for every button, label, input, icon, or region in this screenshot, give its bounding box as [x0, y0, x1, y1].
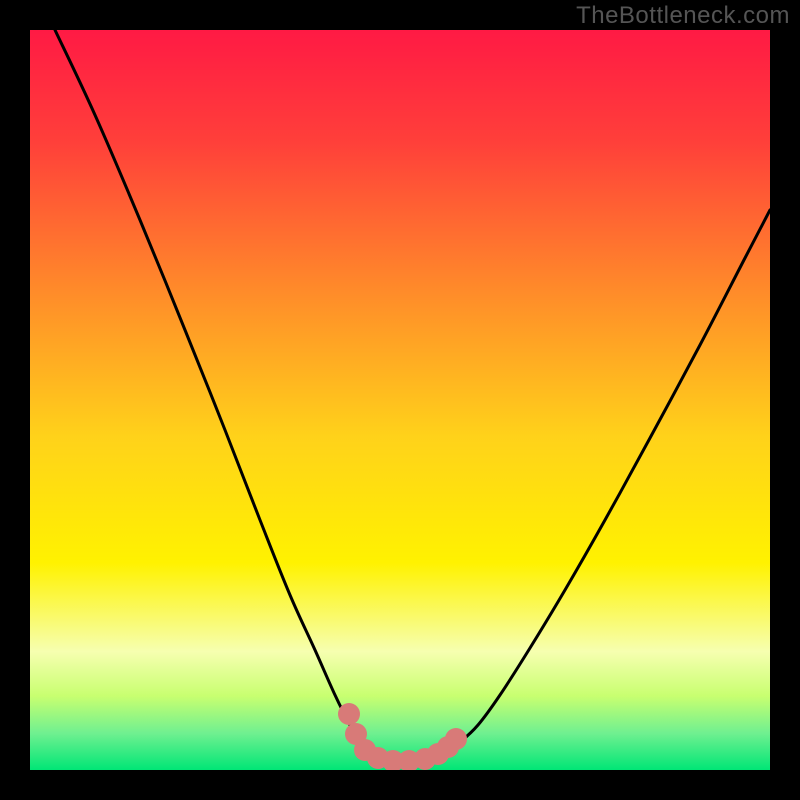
watermark-text: TheBottleneck.com — [576, 2, 790, 30]
gradient-background — [30, 30, 770, 770]
curve-marker — [338, 703, 360, 725]
chart-container: TheBottleneck.com — [0, 0, 800, 800]
chart-svg — [0, 0, 800, 800]
curve-marker — [445, 728, 467, 750]
